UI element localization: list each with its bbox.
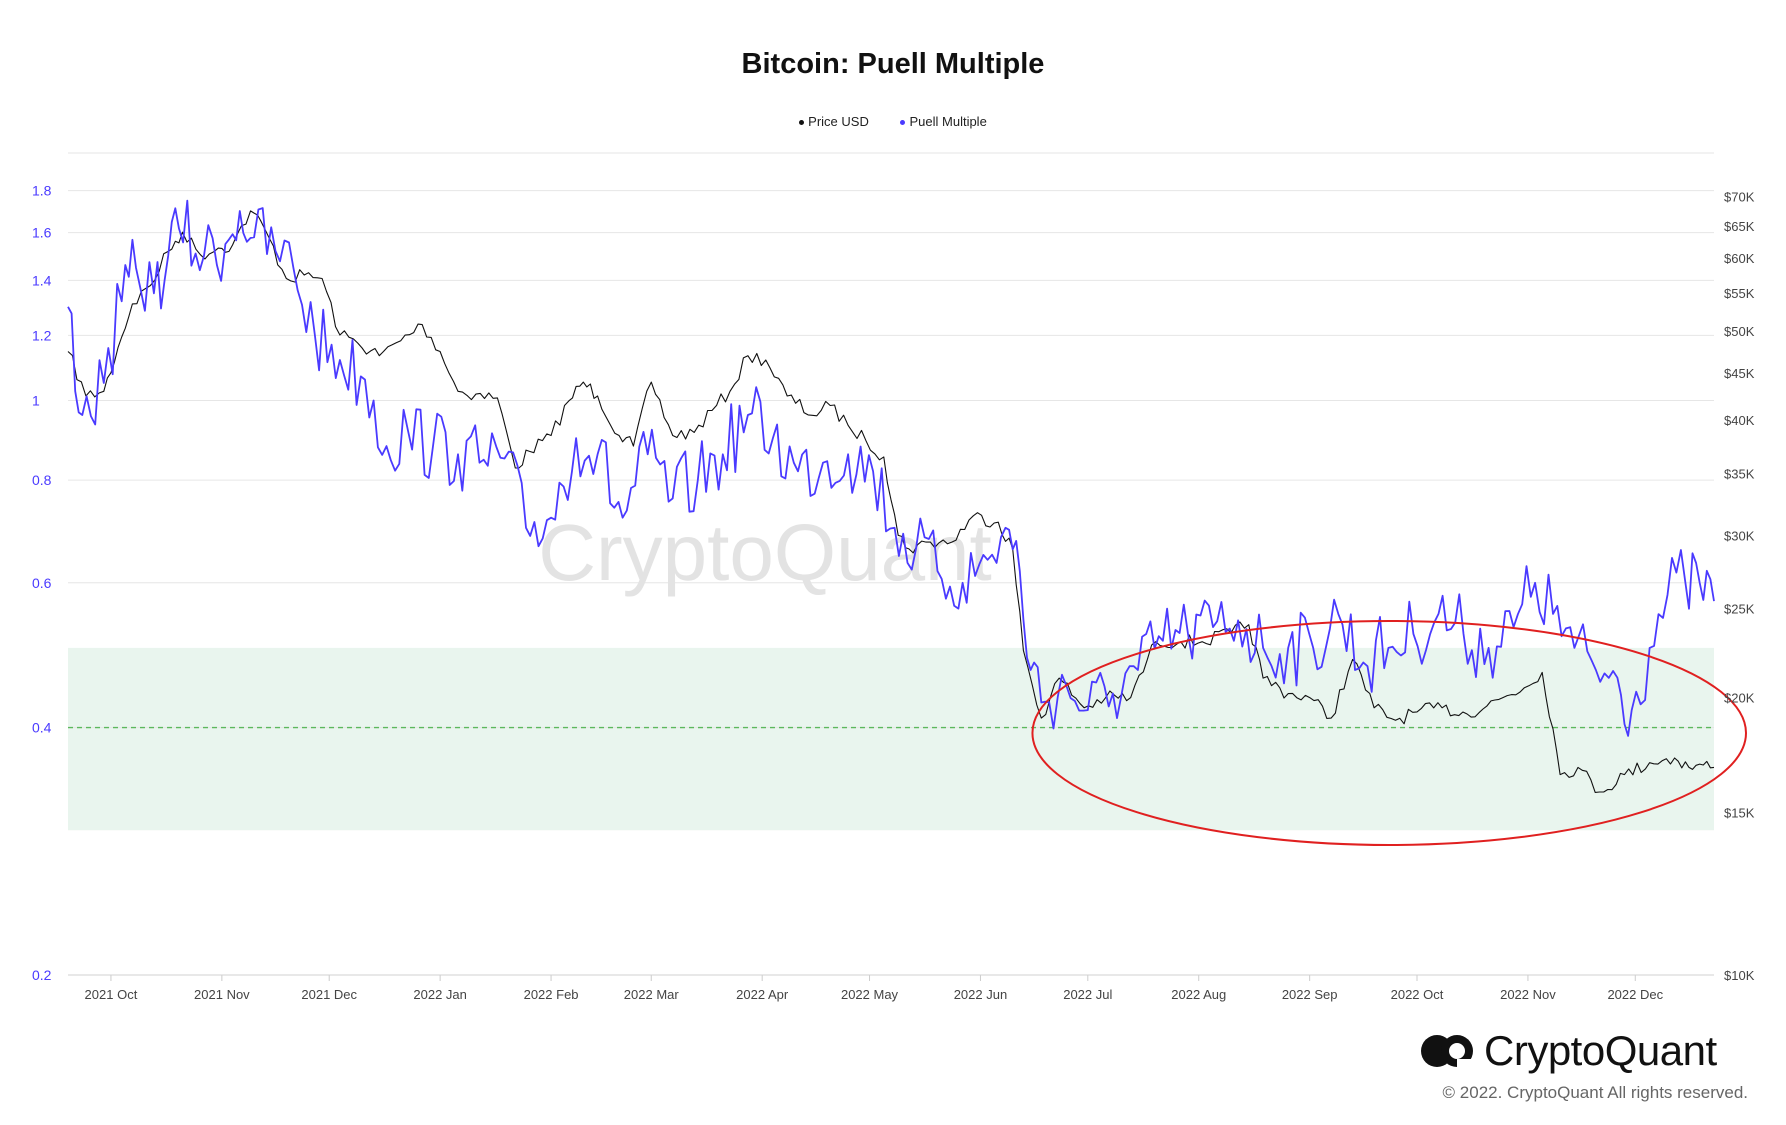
x-tick-label: 2021 Dec <box>301 987 357 1002</box>
legend-label-puell: Puell Multiple <box>909 114 987 129</box>
x-tick-label: 2022 Jun <box>954 987 1008 1002</box>
series-puell-line <box>67 199 1715 737</box>
band-layer <box>68 647 1714 831</box>
x-tick-label: 2022 Jul <box>1063 987 1112 1002</box>
left-tick-label: 1.2 <box>32 327 52 343</box>
right-tick-label: $40K <box>1724 413 1755 428</box>
watermark: CryptoQuant <box>538 508 992 597</box>
annotation-ellipse <box>1031 620 1747 846</box>
right-tick-label: $50K <box>1724 324 1755 339</box>
right-tick-label: $65K <box>1724 219 1755 234</box>
x-tick-label: 2022 Aug <box>1171 987 1226 1002</box>
right-tick-label: $55K <box>1724 286 1755 301</box>
left-tick-label: 0.8 <box>32 472 52 488</box>
x-tick-label: 2021 Nov <box>194 987 250 1002</box>
copyright-text: © 2022. CryptoQuant All rights reserved. <box>1442 1083 1748 1102</box>
left-tick-label: 1 <box>32 392 40 408</box>
brand-logo: CryptoQuant <box>1420 1025 1750 1077</box>
cryptoquant-logo-icon <box>1421 1035 1473 1073</box>
left-tick-label: 1.8 <box>32 183 52 199</box>
series-layer <box>67 199 1715 793</box>
legend-marker-puell <box>900 120 906 126</box>
x-tick-label: 2022 Oct <box>1391 987 1444 1002</box>
x-tick-label: 2021 Oct <box>85 987 138 1002</box>
legend: Price USD Puell Multiple <box>0 114 1786 129</box>
legend-item-puell[interactable]: Puell Multiple <box>900 114 987 129</box>
right-tick-label: $35K <box>1724 467 1755 482</box>
right-tick-label: $45K <box>1724 366 1755 381</box>
axis-layer: 1.8 1.6 1.4 1.2 1 0.8 0.6 0.4 0.2 $70K $65K $60K $55… <box>32 183 1755 1002</box>
legend-label-price: Price USD <box>808 114 869 129</box>
brand-name: CryptoQuant <box>1484 1027 1717 1074</box>
right-tick-label: $60K <box>1724 251 1755 266</box>
x-tick-label: 2022 Jan <box>413 987 467 1002</box>
x-tick-label: 2022 Mar <box>624 987 680 1002</box>
right-tick-label: $70K <box>1724 189 1755 204</box>
shaded-band <box>68 647 1714 831</box>
x-tick-label: 2022 Feb <box>524 987 579 1002</box>
right-tick-label: $20K <box>1724 691 1755 706</box>
annotation-layer <box>1031 620 1747 846</box>
x-tick-label: 2022 Nov <box>1500 987 1556 1002</box>
x-tick-label: 2022 May <box>841 987 899 1002</box>
left-tick-label: 1.4 <box>32 272 52 288</box>
legend-marker-price <box>799 120 805 126</box>
legend-item-price[interactable]: Price USD <box>799 114 869 129</box>
x-tick-label: 2022 Apr <box>736 987 789 1002</box>
x-tick-label: 2022 Sep <box>1282 987 1338 1002</box>
right-tick-label: $10K <box>1724 968 1755 983</box>
left-tick-label: 0.6 <box>32 575 52 591</box>
right-tick-label: $30K <box>1724 528 1755 543</box>
left-tick-label: 1.6 <box>32 225 52 241</box>
right-tick-label: $25K <box>1724 601 1755 616</box>
left-tick-label: 0.4 <box>32 720 52 736</box>
series-price-line <box>67 210 1715 793</box>
x-tick-label: 2022 Dec <box>1607 987 1663 1002</box>
right-tick-label: $15K <box>1724 806 1755 821</box>
chart-title: Bitcoin: Puell Multiple <box>741 48 1045 80</box>
left-tick-label: 0.2 <box>32 967 52 983</box>
